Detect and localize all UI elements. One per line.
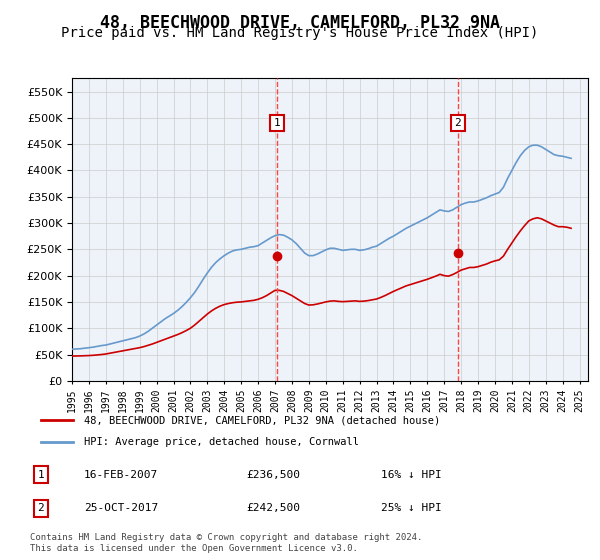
Text: 1: 1: [37, 470, 44, 479]
Text: £236,500: £236,500: [246, 470, 300, 479]
Text: 25% ↓ HPI: 25% ↓ HPI: [381, 503, 442, 513]
Text: 16-FEB-2007: 16-FEB-2007: [84, 470, 158, 479]
Text: Contains HM Land Registry data © Crown copyright and database right 2024.
This d: Contains HM Land Registry data © Crown c…: [30, 533, 422, 553]
Text: 16% ↓ HPI: 16% ↓ HPI: [381, 470, 442, 479]
Text: 48, BEECHWOOD DRIVE, CAMELFORD, PL32 9NA (detached house): 48, BEECHWOOD DRIVE, CAMELFORD, PL32 9NA…: [84, 415, 440, 425]
Text: 2: 2: [455, 118, 461, 128]
Text: HPI: Average price, detached house, Cornwall: HPI: Average price, detached house, Corn…: [84, 437, 359, 447]
Text: 25-OCT-2017: 25-OCT-2017: [84, 503, 158, 513]
Text: £242,500: £242,500: [246, 503, 300, 513]
Text: 2: 2: [37, 503, 44, 513]
Text: Price paid vs. HM Land Registry's House Price Index (HPI): Price paid vs. HM Land Registry's House …: [61, 26, 539, 40]
Text: 1: 1: [274, 118, 280, 128]
Text: 48, BEECHWOOD DRIVE, CAMELFORD, PL32 9NA: 48, BEECHWOOD DRIVE, CAMELFORD, PL32 9NA: [100, 14, 500, 32]
